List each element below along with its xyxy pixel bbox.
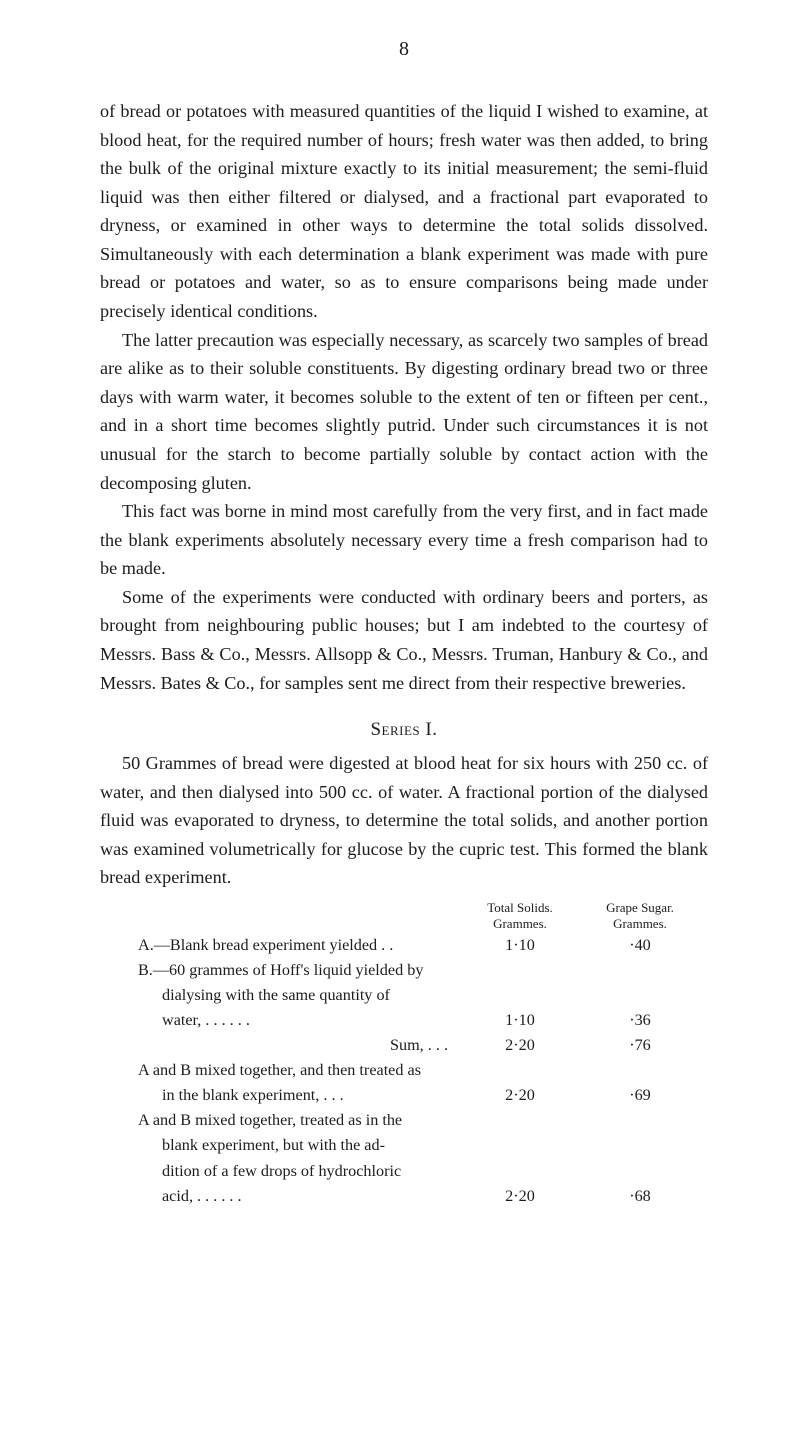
paragraph-3: This fact was borne in mind most careful… bbox=[100, 497, 708, 583]
table-row-label: in the blank experiment, . . . bbox=[100, 1083, 460, 1108]
table-row: A and B mixed together, and then treated… bbox=[100, 1058, 708, 1083]
table-cell-sugar: ·40 bbox=[580, 933, 700, 958]
table-row: dition of a few drops of hydrochloric bbox=[100, 1159, 708, 1184]
page-number: 8 bbox=[100, 38, 708, 61]
table-row: blank experiment, but with the ad- bbox=[100, 1133, 708, 1158]
data-table: Total Solids. Grammes. Grape Sugar. Gram… bbox=[100, 900, 708, 1209]
table-row: in the blank experiment, . . .2·20·69 bbox=[100, 1083, 708, 1108]
paragraph-5: 50 Grammes of bread were digested at blo… bbox=[100, 749, 708, 892]
table-row-label: B.—60 grammes of Hoff's liquid yielded b… bbox=[100, 958, 460, 983]
table-cell-solids: 2·20 bbox=[460, 1033, 580, 1058]
table-cell-sugar: ·76 bbox=[580, 1033, 700, 1058]
table-row-label: blank experiment, but with the ad- bbox=[100, 1133, 460, 1158]
table-row-label: dialysing with the same quantity of bbox=[100, 983, 460, 1008]
table-header-row: Total Solids. Grammes. Grape Sugar. Gram… bbox=[100, 900, 708, 933]
series-heading: Series I. bbox=[100, 719, 708, 741]
table-cell-solids: 1·10 bbox=[460, 1008, 580, 1033]
table-row-label: water, . . . . . . bbox=[100, 1008, 460, 1033]
table-row-label: dition of a few drops of hydrochloric bbox=[100, 1159, 460, 1184]
table-row: A and B mixed together, treated as in th… bbox=[100, 1108, 708, 1133]
table-cell-sugar: ·36 bbox=[580, 1008, 700, 1033]
table-row: water, . . . . . .1·10·36 bbox=[100, 1008, 708, 1033]
table-cell-solids: 2·20 bbox=[460, 1184, 580, 1209]
paragraph-2: The latter precaution was especially nec… bbox=[100, 326, 708, 497]
table-row-label: Sum, . . . bbox=[100, 1033, 460, 1058]
table-cell-solids: 2·20 bbox=[460, 1083, 580, 1108]
paragraph-1: of bread or potatoes with measured quant… bbox=[100, 97, 708, 326]
table-row-label: acid, . . . . . . bbox=[100, 1184, 460, 1209]
table-row-label: A and B mixed together, and then treated… bbox=[100, 1058, 460, 1083]
table-row: Sum, . . .2·20·76 bbox=[100, 1033, 708, 1058]
table-row: dialysing with the same quantity of bbox=[100, 983, 708, 1008]
table-cell-sugar: ·68 bbox=[580, 1184, 700, 1209]
table-row-label: A.—Blank bread experiment yielded . . bbox=[100, 933, 460, 958]
table-row: A.—Blank bread experiment yielded . .1·1… bbox=[100, 933, 708, 958]
table-body: A.—Blank bread experiment yielded . .1·1… bbox=[100, 933, 708, 1209]
table-row: acid, . . . . . .2·20·68 bbox=[100, 1184, 708, 1209]
paragraph-4: Some of the experiments were conducted w… bbox=[100, 583, 708, 697]
table-header-solids: Total Solids. Grammes. bbox=[460, 900, 580, 933]
page-container: 8 of bread or potatoes with measured qua… bbox=[0, 0, 800, 1438]
table-header-sugar: Grape Sugar. Grammes. bbox=[580, 900, 700, 933]
table-cell-solids: 1·10 bbox=[460, 933, 580, 958]
table-row: B.—60 grammes of Hoff's liquid yielded b… bbox=[100, 958, 708, 983]
table-row-label: A and B mixed together, treated as in th… bbox=[100, 1108, 460, 1133]
table-cell-sugar: ·69 bbox=[580, 1083, 700, 1108]
